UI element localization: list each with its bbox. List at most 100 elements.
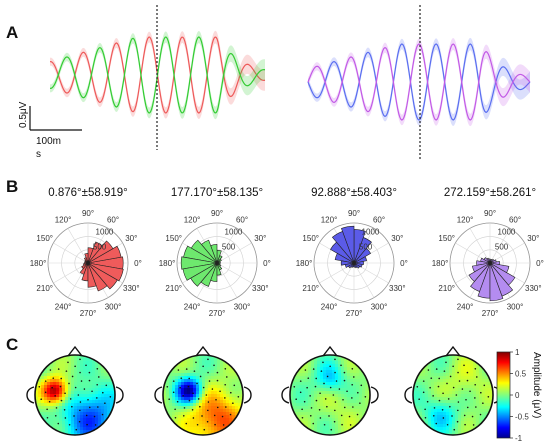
polar-angle-label: 0°	[263, 259, 271, 268]
electrode	[109, 396, 112, 398]
topomap-3	[281, 345, 379, 436]
polar-bin	[340, 260, 355, 266]
polar-angle-label: 60°	[107, 216, 119, 225]
electrode	[482, 402, 484, 404]
electrode	[334, 409, 336, 412]
electrode	[74, 365, 76, 368]
head-outline	[34, 354, 116, 436]
polar-angle-label: 240°	[55, 302, 72, 311]
polar-angle-label: 210°	[302, 284, 319, 293]
electrode	[46, 416, 49, 419]
polar-angle-label: 90°	[484, 209, 496, 218]
electrode	[335, 380, 338, 382]
electrode	[102, 391, 104, 394]
electrode	[219, 390, 221, 393]
polar-bin	[180, 256, 218, 270]
electrode	[221, 415, 224, 418]
electrode	[48, 400, 51, 403]
electrode	[418, 398, 420, 401]
electrode	[188, 377, 191, 380]
electrode	[199, 405, 201, 408]
electrode	[172, 391, 175, 394]
polar-spoke	[333, 262, 355, 298]
wave-plot-right	[307, 37, 531, 127]
electrode	[74, 386, 77, 389]
electrode	[54, 395, 56, 397]
electrode	[224, 367, 227, 370]
electrode	[233, 384, 236, 387]
polar-angle-label: 240°	[321, 302, 338, 311]
electrode	[40, 398, 42, 401]
electrode	[357, 391, 359, 394]
electrode	[215, 398, 217, 401]
polar-bin	[87, 247, 94, 264]
polar-angle-label: 210°	[165, 284, 182, 293]
electrode	[88, 371, 91, 374]
electrode	[334, 358, 336, 361]
electrode	[63, 408, 66, 411]
electrode	[79, 371, 81, 374]
electrode	[427, 369, 430, 371]
electrode	[343, 379, 346, 382]
electrode	[471, 415, 474, 418]
polar-angle-label: 270°	[80, 309, 97, 318]
electrode	[457, 358, 459, 361]
ear-left	[404, 386, 413, 404]
electrode	[332, 394, 335, 396]
electrode	[348, 415, 351, 418]
electrode	[192, 392, 194, 395]
electrode	[237, 396, 240, 398]
polar-angle-label: 180°	[432, 259, 449, 268]
electrode	[91, 390, 93, 393]
polar-angle-label: 270°	[482, 309, 499, 318]
electrode	[463, 414, 466, 417]
electrode	[183, 407, 186, 409]
electrode	[216, 371, 219, 374]
colorbar-tick-label: 0	[515, 391, 520, 400]
purple-wave-line	[307, 43, 531, 121]
polar-angle-label: 150°	[165, 234, 182, 243]
polar-bin	[330, 241, 355, 264]
electrode	[299, 391, 302, 394]
electrode	[343, 406, 346, 409]
polar-bin	[182, 262, 218, 281]
electrode	[472, 424, 475, 426]
nose	[195, 345, 211, 357]
polar-bin	[489, 262, 516, 286]
electrode	[416, 385, 419, 388]
electrode	[461, 388, 464, 390]
electrode	[60, 377, 63, 380]
electrode	[457, 371, 459, 374]
electrode	[51, 386, 53, 389]
electrode	[64, 417, 67, 419]
electrode	[322, 361, 324, 364]
electrode	[333, 420, 336, 423]
electrode	[487, 396, 490, 398]
head-outline	[412, 354, 494, 436]
electrode	[449, 375, 452, 378]
electrode	[310, 407, 313, 409]
polar-spoke	[53, 242, 89, 264]
electrode	[315, 399, 318, 402]
electrode	[96, 383, 99, 386]
topomap-2	[154, 345, 252, 436]
polar-angle-label: 330°	[252, 284, 269, 293]
electrode	[466, 379, 469, 382]
electrode	[96, 397, 98, 399]
electrode	[446, 423, 449, 426]
polar-bin	[87, 262, 124, 282]
polar-title: 177.170°±58.135°	[171, 187, 263, 199]
polar-title: 272.159°±58.261°	[444, 187, 536, 199]
electrode	[166, 385, 169, 388]
electrode	[466, 406, 469, 409]
colorbar-ticks: 1 0.5 0 -0.5 -1	[510, 348, 529, 443]
electrode	[79, 358, 81, 361]
electrode	[319, 392, 321, 395]
electrode	[424, 408, 426, 411]
colorbar-tick-label: -0.5	[515, 413, 529, 422]
electrode	[320, 370, 323, 372]
polar-bin	[216, 262, 221, 266]
electrode	[73, 415, 75, 417]
electrode	[340, 414, 343, 417]
electrode	[480, 391, 482, 394]
